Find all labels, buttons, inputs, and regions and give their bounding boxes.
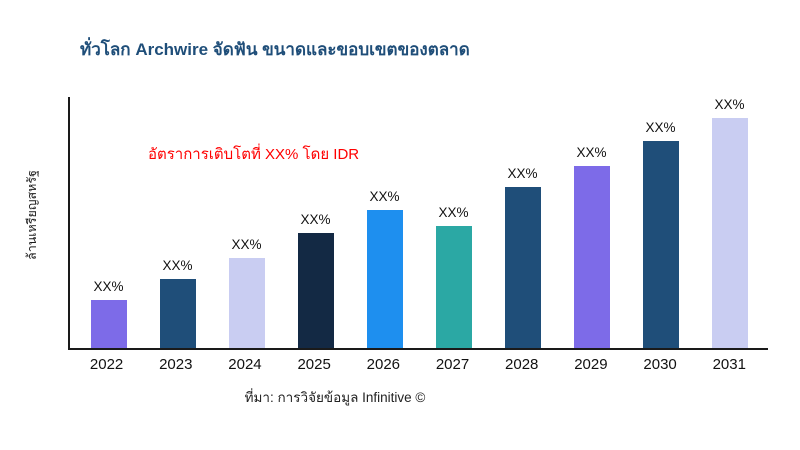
bar-group-2029: XX% bbox=[558, 145, 626, 348]
bar-group-2031: XX% bbox=[696, 97, 764, 348]
bar-group-2026: XX% bbox=[351, 189, 419, 348]
bar-2024 bbox=[228, 258, 265, 348]
y-axis-label: ล้านเหรียญสหรัฐ bbox=[25, 170, 39, 260]
x-tick-2026: 2026 bbox=[366, 356, 401, 373]
bar-2023 bbox=[159, 279, 196, 348]
bar-2031 bbox=[711, 118, 748, 348]
bar-2025 bbox=[297, 233, 334, 348]
bar-group-2030: XX% bbox=[627, 120, 695, 348]
bar-value-label-2022: XX% bbox=[93, 279, 124, 294]
bar-2022 bbox=[90, 300, 127, 348]
bar-group-2028: XX% bbox=[489, 166, 557, 348]
bar-group-2022: XX% bbox=[75, 279, 143, 348]
bar-value-label-2030: XX% bbox=[645, 120, 676, 135]
bar-group-2025: XX% bbox=[282, 212, 350, 348]
plot-area: XX% XX% XX% XX% XX% XX% XX% XX% XX% XX% bbox=[68, 97, 768, 350]
bar-group-2024: XX% bbox=[213, 237, 281, 348]
x-tick-2030: 2030 bbox=[643, 356, 677, 373]
bar-2027 bbox=[435, 226, 472, 348]
bar-group-2023: XX% bbox=[144, 258, 212, 348]
x-tick-2031: 2031 bbox=[712, 356, 746, 373]
bar-value-label-2028: XX% bbox=[507, 166, 538, 181]
growth-note: อัตราการเติบโตที่ XX% โดย IDR bbox=[148, 146, 360, 163]
bar-2030 bbox=[642, 141, 679, 348]
bar-value-label-2029: XX% bbox=[576, 145, 607, 160]
bar-2028 bbox=[504, 187, 541, 348]
bar-2026 bbox=[366, 210, 403, 348]
x-tick-2023: 2023 bbox=[159, 356, 193, 373]
bars-container: XX% XX% XX% XX% XX% XX% XX% XX% XX% XX% bbox=[70, 97, 768, 348]
x-tick-2028: 2028 bbox=[505, 356, 539, 373]
x-tick-2022: 2022 bbox=[89, 356, 124, 373]
x-axis-labels: 2022 2023 2024 2025 2026 2027 2028 2029 2030 2031 bbox=[68, 356, 768, 373]
bar-value-label-2026: XX% bbox=[369, 189, 400, 204]
bar-group-2027: XX% bbox=[420, 205, 488, 348]
source-note: ที่มา: การวิจัยข้อมูล Infinitive © bbox=[244, 390, 426, 405]
bar-value-label-2031: XX% bbox=[714, 97, 745, 112]
x-tick-2029: 2029 bbox=[574, 356, 608, 373]
bar-2029 bbox=[573, 166, 610, 348]
chart-title: ทั่วโลก Archwire จัดฟัน ขนาดและขอบเขตของ… bbox=[80, 40, 470, 59]
bar-value-label-2025: XX% bbox=[300, 212, 331, 227]
bar-value-label-2024: XX% bbox=[231, 237, 262, 252]
x-tick-2027: 2027 bbox=[435, 356, 470, 373]
bar-value-label-2027: XX% bbox=[438, 205, 469, 220]
x-tick-2025: 2025 bbox=[297, 356, 331, 373]
x-tick-2024: 2024 bbox=[228, 356, 262, 373]
bar-value-label-2023: XX% bbox=[162, 258, 193, 273]
